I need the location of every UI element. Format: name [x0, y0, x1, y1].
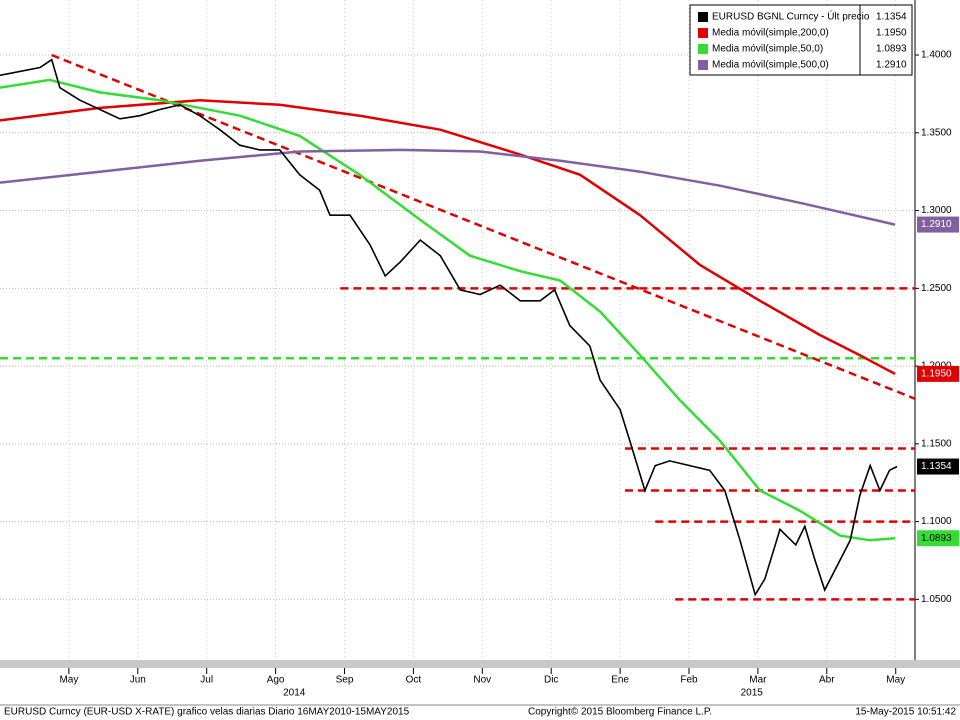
- last-value-label: 1.1354: [921, 461, 952, 472]
- y-tick-label: 1.1500: [921, 438, 952, 449]
- legend-box: [689, 4, 913, 76]
- year-label: 2014: [283, 688, 306, 699]
- x-tick-label: Mar: [749, 675, 767, 686]
- x-tick-label: Nov: [473, 675, 491, 686]
- y-tick-label: 1.3000: [921, 205, 952, 216]
- axis-band: [0, 660, 960, 668]
- legend-swatch: [698, 28, 708, 38]
- legend-value: 1.1354: [876, 12, 907, 23]
- y-tick-label: 1.1000: [921, 516, 952, 527]
- series-line: [0, 78, 896, 542]
- x-tick-label: Abr: [819, 675, 835, 686]
- x-tick-label: Ago: [267, 675, 285, 686]
- legend-label: EURUSD BGNL Curncy - Últ precio: [712, 10, 870, 23]
- legend-value: 1.0893: [876, 44, 907, 55]
- series-line: [0, 98, 896, 376]
- x-tick-label: Ene: [611, 675, 629, 686]
- year-label: 2015: [741, 688, 764, 699]
- footer-right: 15-May-2015 10:51:42: [855, 707, 956, 718]
- x-tick-label: Jun: [130, 675, 146, 686]
- legend-swatch: [698, 12, 708, 22]
- legend: EURUSD BGNL Curncy - Últ precio 1.1354 Med…: [689, 4, 913, 76]
- last-value-box: [917, 458, 959, 475]
- legend-value: 1.1950: [876, 28, 907, 39]
- last-value-label: 1.1950: [921, 368, 952, 379]
- y-tick-label: 1.4000: [921, 50, 952, 61]
- legend-value: 1.2910: [876, 60, 907, 71]
- legend-label: Media móvil(simple,50,0): [712, 44, 823, 55]
- series-line: [0, 58, 898, 597]
- last-value-box: [917, 216, 959, 233]
- legend-swatch: [698, 44, 708, 54]
- x-tick-label: Jul: [200, 675, 213, 686]
- last-value-label: 1.0893: [921, 533, 952, 544]
- x-tick-label: May: [59, 675, 78, 686]
- last-value-box: [917, 365, 959, 382]
- legend-label: Media móvil(simple,500,0): [712, 60, 829, 71]
- series-line: [0, 148, 896, 226]
- x-tick-label: Sep: [336, 675, 354, 686]
- trend-line: [51, 53, 916, 400]
- footer-left: EURUSD Curncy (EUR-USD X-RATE) grafico v…: [4, 707, 410, 718]
- legend-label: Media móvil(simple,200,0): [712, 28, 829, 39]
- x-tick-label: Oct: [406, 675, 422, 686]
- last-value-box: [917, 530, 959, 547]
- footer-center: Copyright© 2015 Bloomberg Finance L.P.: [528, 707, 712, 718]
- y-tick-label: 1.2500: [921, 283, 952, 294]
- y-tick-label: 1.0500: [921, 594, 952, 605]
- last-value-label: 1.2910: [921, 219, 952, 230]
- x-tick-label: Feb: [680, 675, 698, 686]
- y-tick-label: 1.3500: [921, 127, 952, 138]
- x-tick-label: Dic: [544, 675, 558, 686]
- legend-swatch: [698, 60, 708, 70]
- x-tick-label: May: [886, 675, 905, 686]
